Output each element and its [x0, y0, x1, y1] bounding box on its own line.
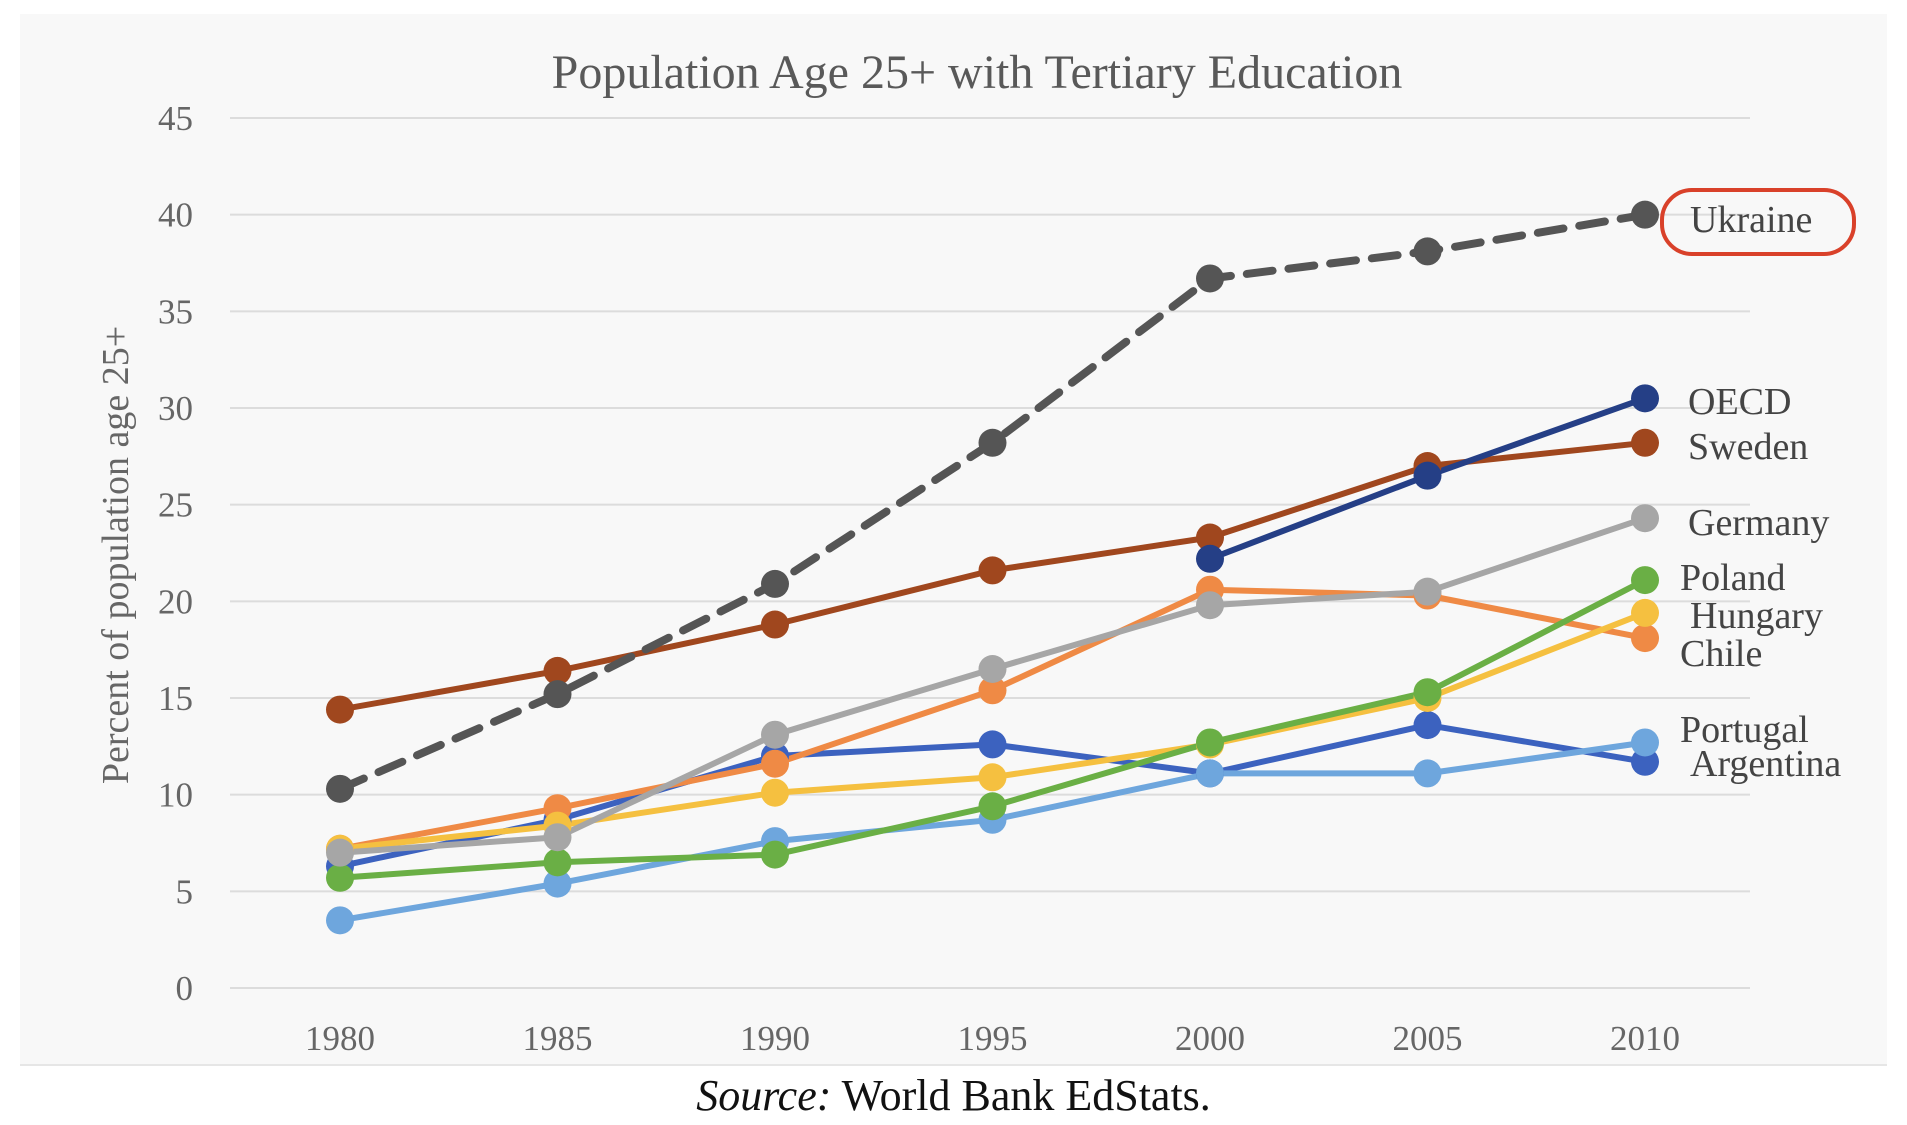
- series-label-germany: Germany: [1688, 502, 1829, 544]
- chart-title: Population Age 25+ with Tertiary Educati…: [552, 46, 1403, 99]
- source-text: World Bank EdStats.: [831, 1071, 1211, 1120]
- data-point-ukraine: [1413, 237, 1442, 266]
- x-tick-label: 1985: [523, 1019, 593, 1058]
- data-point-germany: [1196, 591, 1224, 620]
- data-point-sweden: [1631, 428, 1659, 457]
- x-tick-label: 1990: [740, 1019, 810, 1058]
- y-axis-title: Percent of population age 25+: [95, 326, 137, 784]
- data-point-germany: [1631, 504, 1659, 533]
- data-point-portugal: [543, 869, 572, 898]
- x-tick-label: 2010: [1610, 1019, 1680, 1058]
- y-tick-label: 15: [158, 679, 193, 718]
- data-point-ukraine: [1196, 264, 1224, 293]
- y-tick-label: 45: [158, 99, 193, 138]
- series-label-ukraine: Ukraine: [1690, 199, 1812, 241]
- data-point-oecd: [1196, 544, 1224, 573]
- y-tick-label: 40: [158, 196, 193, 235]
- data-point-ukraine: [543, 680, 572, 709]
- data-point-sweden: [761, 610, 789, 639]
- series-label-portugal: Portugal: [1680, 709, 1809, 751]
- y-tick-label: 10: [158, 776, 193, 815]
- x-tick-label: 2000: [1175, 1019, 1245, 1058]
- data-point-poland: [543, 848, 572, 877]
- data-point-chile: [978, 676, 1007, 705]
- y-tick-label: 20: [158, 582, 193, 621]
- data-point-ukraine: [1631, 200, 1659, 229]
- data-point-poland: [1413, 678, 1442, 707]
- series-label-sweden: Sweden: [1688, 426, 1808, 468]
- data-point-sweden: [1196, 523, 1224, 552]
- y-tick-label: 30: [158, 389, 193, 428]
- data-point-poland: [1196, 728, 1224, 757]
- y-axis-ticks: 0 5 10 15 20 25 30 35 40 45: [158, 99, 193, 1008]
- data-point-portugal: [1196, 759, 1224, 788]
- y-tick-label: 5: [176, 872, 194, 911]
- x-tick-label: 2005: [1393, 1019, 1463, 1058]
- data-point-oecd: [1631, 384, 1659, 413]
- data-point-ukraine: [978, 428, 1007, 457]
- x-tick-label: 1980: [305, 1019, 375, 1058]
- series-label-argentina: Argentina: [1690, 743, 1841, 785]
- plot-area-background: [20, 14, 1887, 1064]
- data-point-poland: [326, 863, 354, 892]
- data-point-portugal: [1631, 728, 1659, 757]
- data-point-germany: [761, 720, 789, 749]
- series-label-oecd: OECD: [1688, 381, 1791, 423]
- x-tick-label: 1995: [958, 1019, 1028, 1058]
- data-point-oecd: [1413, 461, 1442, 490]
- y-tick-label: 0: [176, 969, 194, 1008]
- data-point-hungary: [978, 763, 1007, 792]
- x-axis-ticks: 1980 1985 1990 1995 2000 2005 2010: [305, 1019, 1680, 1058]
- data-point-germany: [978, 655, 1007, 683]
- y-tick-label: 25: [158, 486, 193, 525]
- data-point-portugal: [326, 906, 354, 935]
- data-point-hungary: [761, 778, 789, 807]
- y-tick-label: 35: [158, 292, 193, 331]
- data-point-poland: [978, 792, 1007, 821]
- data-point-argentina: [1631, 747, 1659, 776]
- data-point-argentina: [978, 730, 1007, 759]
- data-point-chile: [1631, 624, 1659, 653]
- data-point-ukraine: [761, 569, 789, 598]
- data-point-poland: [761, 840, 789, 869]
- series-label-poland: Poland: [1680, 557, 1786, 599]
- data-point-chile: [761, 749, 789, 778]
- data-point-portugal: [1413, 759, 1442, 788]
- data-points: [326, 200, 1659, 935]
- data-point-ukraine: [326, 774, 354, 803]
- data-point-sweden: [978, 556, 1007, 585]
- series-label-chile: Chile: [1680, 633, 1762, 675]
- data-point-germany: [543, 823, 572, 852]
- source-divider: [20, 1064, 1887, 1066]
- series-label-hungary: Hungary: [1690, 595, 1823, 637]
- source-note: Source: World Bank EdStats.: [0, 1070, 1907, 1122]
- data-point-germany: [1413, 577, 1442, 606]
- highlight-oval: [1660, 188, 1856, 256]
- data-point-argentina: [1413, 711, 1442, 740]
- data-point-hungary: [1631, 598, 1659, 627]
- source-prefix: Source:: [696, 1071, 832, 1120]
- data-point-poland: [1631, 566, 1659, 595]
- data-point-sweden: [543, 656, 572, 685]
- data-point-sweden: [326, 695, 354, 724]
- data-point-germany: [326, 838, 354, 867]
